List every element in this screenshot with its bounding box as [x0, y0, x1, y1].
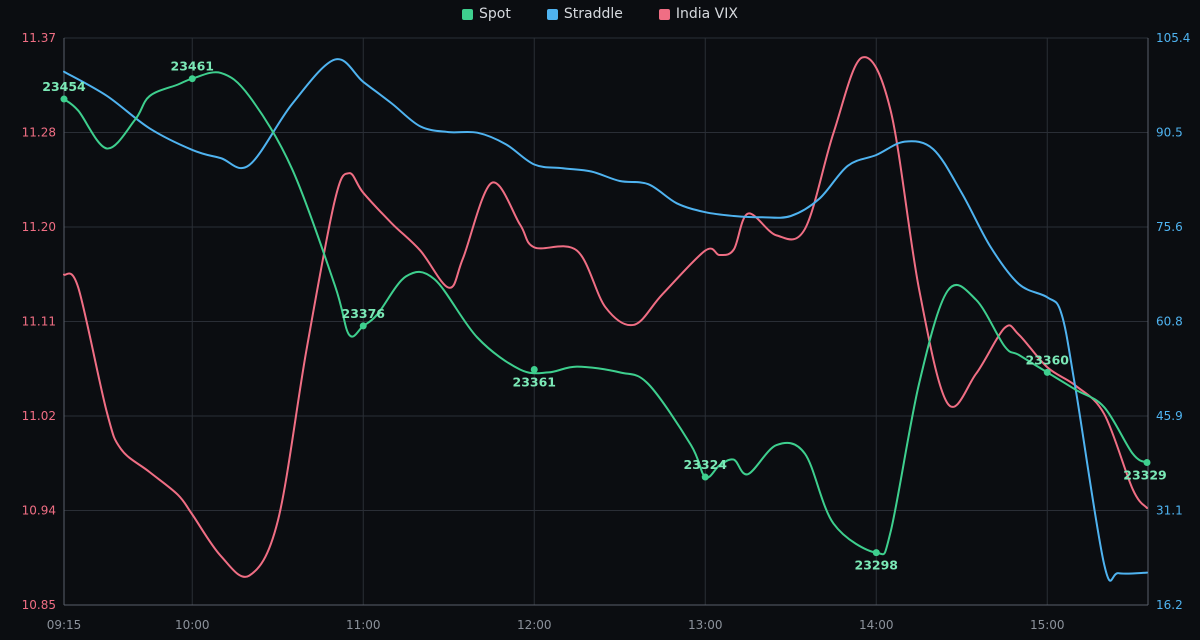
left-axis-tick-label: 11.02: [22, 409, 56, 423]
spot-data-label: 23361: [513, 374, 557, 389]
x-axis-tick-label: 14:00: [859, 618, 894, 632]
spot-marker[interactable]: [530, 365, 538, 373]
legend-label-spot: Spot: [479, 6, 511, 22]
spot-marker[interactable]: [701, 473, 709, 481]
left-axis-tick-label: 10.85: [22, 598, 56, 612]
spot-data-label: 23376: [342, 306, 386, 321]
right-axis-tick-label: 31.1: [1156, 504, 1183, 518]
legend-item-india-vix[interactable]: India VIX: [658, 6, 738, 22]
spot-data-label: 23461: [171, 59, 215, 74]
spot-data-label: 23329: [1123, 468, 1167, 483]
right-axis-tick-label: 16.2: [1156, 598, 1183, 612]
spot-marker[interactable]: [1143, 459, 1151, 467]
chart-legend: Spot Straddle India VIX: [0, 6, 1200, 22]
series-line-straddle[interactable]: [63, 58, 1148, 582]
legend-item-spot[interactable]: Spot: [462, 6, 511, 22]
spot-marker[interactable]: [1043, 368, 1051, 376]
spot-marker[interactable]: [872, 549, 880, 557]
spot-data-label: 23454: [42, 79, 86, 94]
x-axis-tick-label: 15:00: [1030, 618, 1065, 632]
spot-data-label: 23298: [855, 558, 899, 573]
right-axis-tick-label: 45.9: [1156, 409, 1183, 423]
spot-marker[interactable]: [60, 95, 68, 103]
spot-marker[interactable]: [359, 322, 367, 330]
x-axis-tick-label: 09:15: [47, 618, 82, 632]
right-axis-tick-label: 75.6: [1156, 220, 1183, 234]
x-axis-tick-label: 12:00: [517, 618, 552, 632]
x-axis-tick-label: 13:00: [688, 618, 723, 632]
x-axis-tick-label: 10:00: [175, 618, 210, 632]
left-axis-tick-label: 11.28: [22, 126, 56, 140]
right-axis-tick-label: 90.5: [1156, 126, 1183, 140]
legend-swatch-straddle: [546, 8, 558, 20]
x-axis-tick-label: 11:00: [346, 618, 381, 632]
spot-data-label: 23360: [1026, 352, 1070, 367]
right-axis-tick-label: 105.4: [1156, 31, 1190, 45]
left-axis-tick-label: 11.11: [22, 315, 56, 329]
legend-swatch-india-vix: [658, 8, 670, 20]
legend-swatch-spot: [462, 8, 474, 20]
legend-label-india-vix: India VIX: [675, 6, 738, 22]
legend-label-straddle: Straddle: [563, 6, 623, 22]
spot-marker[interactable]: [188, 75, 196, 83]
series-line-india-vix[interactable]: [63, 56, 1148, 578]
spot-data-label: 23324: [684, 457, 728, 472]
left-axis-tick-label: 10.94: [22, 504, 56, 518]
left-axis-tick-label: 11.20: [22, 220, 56, 234]
left-axis-tick-label: 11.37: [22, 31, 56, 45]
series-line-spot[interactable]: [63, 71, 1148, 556]
legend-item-straddle[interactable]: Straddle: [546, 6, 623, 22]
right-axis-tick-label: 60.8: [1156, 315, 1183, 329]
